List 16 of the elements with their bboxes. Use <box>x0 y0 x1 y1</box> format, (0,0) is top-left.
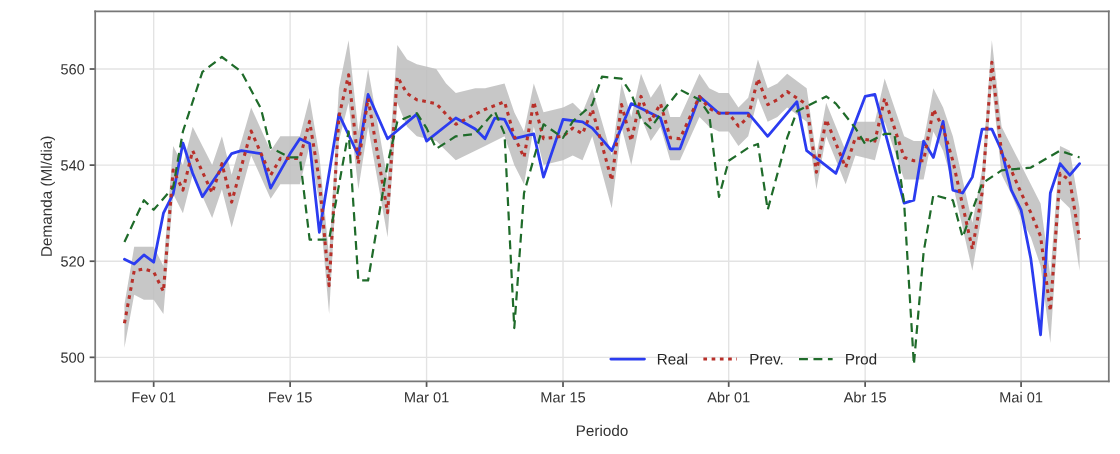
y-axis-title: Demanda (Ml/dia) <box>40 136 55 256</box>
legend-label: Prev. <box>750 353 783 365</box>
x-tick-label: Abr 01 <box>707 391 750 403</box>
y-tick-label: 540 <box>61 160 85 171</box>
x-tick-label: Mar 01 <box>405 392 449 403</box>
x-axis-title: Periodo <box>576 424 628 437</box>
x-tick-label: Fev 15 <box>269 392 312 403</box>
y-tick-label: 520 <box>61 256 85 267</box>
y-tick-label: 500 <box>61 352 85 363</box>
legend-label: Real <box>657 353 688 365</box>
x-tick-label: Abr 15 <box>843 391 887 403</box>
x-tick-label: Fev 01 <box>132 392 176 403</box>
y-tick-label: 560 <box>61 64 85 75</box>
legend-label: Prod <box>846 353 877 365</box>
x-tick-label: Mar 15 <box>541 392 586 403</box>
x-tick-label: Mai 01 <box>1000 391 1043 403</box>
